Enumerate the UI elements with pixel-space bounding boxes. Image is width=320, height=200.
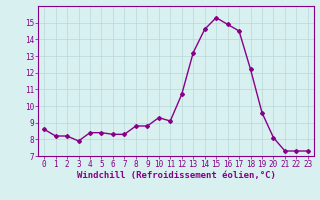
- X-axis label: Windchill (Refroidissement éolien,°C): Windchill (Refroidissement éolien,°C): [76, 171, 276, 180]
